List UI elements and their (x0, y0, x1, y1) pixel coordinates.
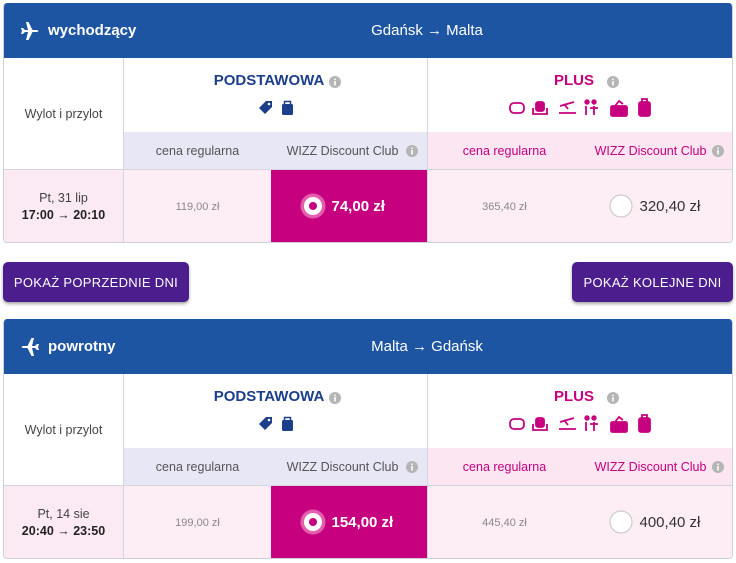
regular-price[interactable]: 199,00 zł (124, 486, 271, 558)
previous-days-button[interactable]: POKAŻ POPRZEDNIE DNI (3, 262, 189, 302)
tier-icons (509, 414, 651, 433)
club-price: 74,00 zł (331, 198, 385, 215)
radio-button (608, 194, 633, 218)
tier-header: PLUS (428, 374, 732, 448)
time-header: Wylot i przylot (4, 374, 124, 486)
flight-date: Pt, 31 lip (39, 191, 88, 205)
regular-label: cena regularna (124, 448, 271, 486)
tier-name: PLUS (553, 388, 594, 405)
info-icon (712, 461, 724, 473)
info-icon (607, 76, 619, 88)
regular-label: cena regularna (428, 448, 581, 486)
flight-panel: powrotny Malta → Gdańsk Wylot i przylot Pt,… (3, 319, 733, 559)
flight-date: Pt, 14 sie (37, 507, 90, 521)
club-price-cell[interactable]: 154,00 zł (271, 486, 428, 558)
club-price-cell[interactable]: 320,40 zł (581, 170, 732, 242)
route-label: Malta → Gdańsk (371, 338, 483, 355)
radio-button (300, 509, 325, 535)
tier-icons (259, 100, 293, 115)
club-price-cell[interactable]: 74,00 zł (271, 170, 428, 242)
regular-price[interactable]: 445,40 zł (428, 486, 581, 558)
club-price: 320,40 zł (639, 198, 701, 215)
tier-name: PODSTAWOWA (213, 388, 325, 405)
club-label: WIZZ Discount Club (594, 144, 707, 158)
next-days-button[interactable]: POKAŻ KOLEJNE DNI (572, 262, 733, 302)
tier-header: PLUS (428, 58, 732, 132)
club-label-cell: WIZZ Discount Club (271, 448, 428, 486)
club-price-cell[interactable]: 400,40 zł (581, 486, 732, 558)
club-label: WIZZ Discount Club (594, 460, 707, 474)
radio-button (608, 510, 633, 534)
flight-time: 20:40 → 23:50 (21, 524, 106, 538)
tier-header: PODSTAWOWA (124, 58, 428, 132)
flight-time: 17:00 → 20:10 (21, 208, 106, 222)
club-label: WIZZ Discount Club (286, 460, 399, 474)
club-label-cell: WIZZ Discount Club (271, 132, 428, 170)
info-icon (406, 145, 418, 157)
radio-button (300, 193, 325, 219)
info-icon (329, 76, 341, 88)
flight-panel: wychodzący Gdańsk → Malta Wylot i przylot P… (3, 3, 733, 243)
tier-name: PLUS (553, 72, 594, 89)
club-label: WIZZ Discount Club (286, 144, 399, 158)
direction-label: wychodzący (48, 22, 137, 39)
flight-header: wychodzący Gdańsk → Malta (4, 3, 732, 58)
direction-label: powrotny (48, 338, 116, 355)
info-icon (329, 392, 341, 404)
regular-price[interactable]: 365,40 zł (428, 170, 581, 242)
info-icon (406, 461, 418, 473)
club-price: 400,40 zł (639, 514, 701, 531)
club-label-cell: WIZZ Discount Club (581, 448, 732, 486)
info-icon (712, 145, 724, 157)
time-header: Wylot i przylot (4, 58, 124, 170)
regular-price[interactable]: 119,00 zł (124, 170, 271, 242)
tier-name: PODSTAWOWA (213, 72, 325, 89)
flight-header: powrotny Malta → Gdańsk (4, 319, 732, 374)
info-icon (607, 392, 619, 404)
club-label-cell: WIZZ Discount Club (581, 132, 732, 170)
route-label: Gdańsk → Malta (371, 22, 483, 39)
regular-label: cena regularna (124, 132, 271, 170)
date-cell: Pt, 31 lip 17:00 → 20:10 (4, 170, 124, 242)
club-price: 154,00 zł (331, 514, 394, 531)
regular-label: cena regularna (428, 132, 581, 170)
date-cell: Pt, 14 sie 20:40 → 23:50 (4, 486, 124, 558)
tier-icons (259, 416, 293, 431)
tier-header: PODSTAWOWA (124, 374, 428, 448)
plane-icon (21, 22, 39, 40)
plane-icon (21, 338, 39, 356)
tier-icons (509, 98, 651, 117)
